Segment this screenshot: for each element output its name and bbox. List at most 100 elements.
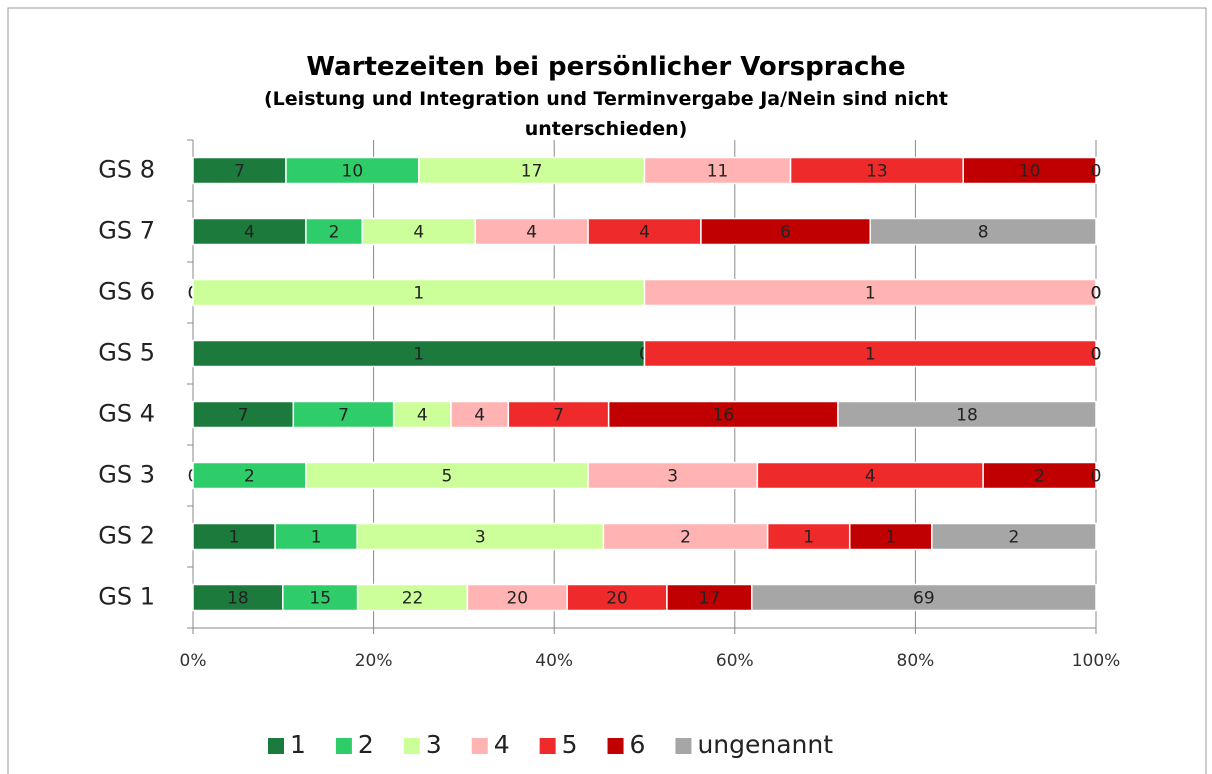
bar-segment: [931, 522, 1097, 551]
bar-segment: [392, 400, 452, 429]
data-label: 18: [956, 406, 978, 426]
x-tick-label: 60%: [716, 651, 754, 671]
y-tick-label: GS 3: [98, 461, 155, 489]
data-label: 1: [885, 528, 896, 548]
data-label: 16: [713, 406, 735, 426]
data-label: 20: [606, 589, 628, 609]
data-label: 69: [913, 589, 935, 609]
legend-label: 2: [358, 730, 374, 759]
data-label: 1: [865, 284, 876, 304]
chart-subtitle: (Leistung und Integration und Terminverg…: [264, 88, 948, 140]
legend-swatch: [335, 738, 352, 754]
y-tick-label: GS 5: [98, 339, 155, 367]
bar-segment: [643, 278, 1097, 307]
legend-label: 6: [630, 730, 646, 759]
data-label: 2: [1008, 528, 1019, 548]
bar-segment: [356, 522, 605, 551]
bar-segment: [789, 156, 964, 185]
bar-segment: [474, 217, 589, 246]
y-tick-label: GS 1: [98, 583, 155, 611]
data-label: 18: [227, 589, 249, 609]
data-label: 20: [506, 589, 528, 609]
data-label: 0: [1091, 284, 1102, 304]
x-tick-label: 20%: [355, 651, 393, 671]
data-label: 17: [521, 162, 543, 182]
bar-segment: [607, 400, 839, 429]
data-label: 22: [402, 589, 424, 609]
bar-segment: [766, 522, 851, 551]
y-tick-label: GS 2: [98, 522, 155, 550]
bar-segment: [192, 339, 646, 368]
bar-segment: [356, 583, 469, 612]
legend-swatch: [403, 738, 420, 754]
bar-segment: [192, 583, 284, 612]
data-label: 3: [475, 528, 486, 548]
y-tick-label: GS 8: [98, 156, 155, 184]
data-label: 15: [309, 589, 331, 609]
data-label: 17: [699, 589, 721, 609]
x-tick-label: 80%: [897, 651, 935, 671]
data-label: 0: [1091, 162, 1102, 182]
bar-segment: [587, 217, 702, 246]
legend-label: ungenannt: [697, 730, 833, 759]
legend-label: 5: [562, 730, 578, 759]
data-label: 1: [413, 284, 424, 304]
data-label: 10: [342, 162, 364, 182]
data-label: 2: [680, 528, 691, 548]
data-label: 7: [553, 406, 564, 426]
bar-segment: [869, 217, 1097, 246]
data-label: 1: [413, 345, 424, 365]
x-tick-label: 100%: [1072, 651, 1121, 671]
data-label: 8: [978, 223, 989, 243]
data-label: 2: [244, 467, 255, 487]
y-tick-label: GS 7: [98, 217, 155, 245]
x-tick-label: 40%: [535, 651, 573, 671]
bar-segment: [192, 461, 307, 490]
data-label: 4: [413, 223, 424, 243]
data-label: 0: [1091, 467, 1102, 487]
data-label: 11: [707, 162, 729, 182]
data-label: 1: [311, 528, 322, 548]
bar-segment: [292, 400, 395, 429]
data-label: 4: [417, 406, 428, 426]
data-label: 4: [639, 223, 650, 243]
data-label: 1: [803, 528, 814, 548]
legend-label: 4: [494, 730, 510, 759]
bar-segment: [418, 156, 646, 185]
bar-segment: [962, 156, 1097, 185]
legend-swatch: [471, 738, 488, 754]
legend-label: 3: [426, 730, 442, 759]
data-label: 7: [338, 406, 349, 426]
bar-segment: [643, 339, 1097, 368]
bar-segment: [666, 583, 753, 612]
y-tick-label: GS 6: [98, 278, 155, 306]
bar-segment: [837, 400, 1097, 429]
data-label: 0: [1091, 284, 1102, 304]
data-label: 0: [1091, 345, 1102, 365]
bar-segment: [274, 522, 358, 551]
x-tick-label: 0%: [180, 651, 207, 671]
bar-segment: [466, 583, 568, 612]
bar-segment: [192, 217, 307, 246]
bar-segment: [751, 583, 1097, 612]
legend-swatch: [539, 738, 556, 754]
data-label: 3: [667, 467, 678, 487]
bar-segment: [285, 156, 420, 185]
data-label: 7: [234, 162, 245, 182]
bar-segment: [192, 400, 295, 429]
bar-segment: [192, 522, 276, 551]
data-label: 4: [244, 223, 255, 243]
data-label: 1: [229, 528, 240, 548]
data-label: 0: [1091, 284, 1102, 304]
bar-segment: [361, 217, 476, 246]
header: Wartezeiten bei persönlicher Vorsprache …: [256, 50, 956, 144]
y-tick-label: GS 4: [98, 400, 155, 428]
data-label: 13: [866, 162, 888, 182]
bar-segment: [192, 278, 646, 307]
bar-segment: [507, 400, 610, 429]
data-label: 2: [1034, 467, 1045, 487]
data-label: 10: [1019, 162, 1041, 182]
bar-segment: [566, 583, 668, 612]
